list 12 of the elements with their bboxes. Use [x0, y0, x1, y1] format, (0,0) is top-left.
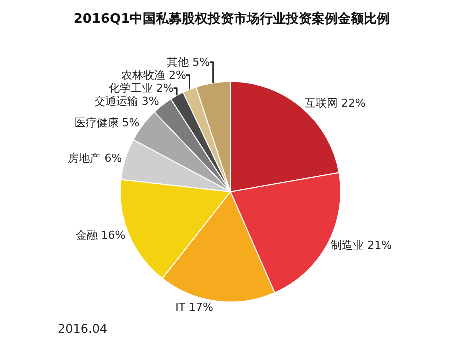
slice-label: 医疗健康 5% [74, 116, 140, 130]
slice-label: 化学工业 2% [108, 82, 174, 95]
slice-label: IT 17% [176, 301, 214, 314]
slice-label: 制造业 21% [331, 239, 392, 252]
slice-label: 其他 5% [167, 56, 210, 69]
slice-label: 互联网 22% [304, 97, 366, 110]
chart-title: 2016Q1中国私募股权投资市场行业投资案例金额比例 [74, 11, 390, 28]
slice-label: 金融 16% [76, 229, 126, 242]
slice-label: 农林牧渔 2% [122, 68, 186, 82]
slice-label: 房地产 6% [68, 152, 122, 166]
text: 2016.04 [58, 322, 108, 336]
slice-label: 交通运输 3% [94, 94, 160, 108]
